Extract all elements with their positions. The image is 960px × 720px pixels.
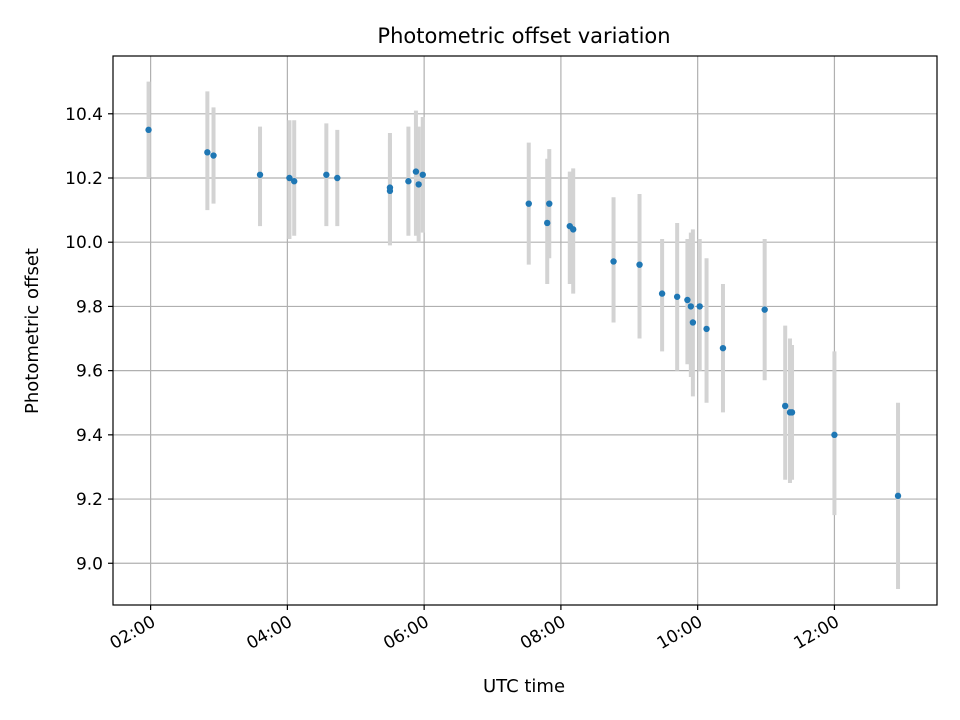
data-point [546,200,553,207]
plot-frame [112,55,938,606]
data-point [415,181,422,188]
y-tick-label: 9.6 [76,362,103,382]
data-point [761,306,768,313]
y-axis-label: Photometric offset [22,248,43,414]
y-tick-label: 10.0 [65,233,103,253]
data-point [544,219,551,227]
data-point [658,290,666,297]
data-points [145,126,902,500]
x-axis-label: UTC time [483,676,565,697]
data-point [831,431,838,439]
data-point [689,319,697,326]
y-tick-label: 9.0 [76,554,103,574]
data-point [610,258,617,265]
data-point [719,344,727,352]
data-point [525,200,532,207]
data-point [788,409,796,416]
data-point [405,178,412,185]
data-point [334,174,341,182]
data-point [696,303,703,310]
data-point [703,325,710,333]
data-point [412,168,420,175]
data-point [145,126,152,134]
y-tick-label: 9.4 [76,426,103,446]
grid-lines [113,56,937,605]
data-point [256,171,264,178]
data-point [687,303,695,310]
data-point [291,178,298,185]
y-tick-label: 10.2 [65,169,103,189]
data-point [210,152,217,159]
y-tick-label: 10.4 [65,105,103,125]
data-point [781,402,789,410]
y-axis-ticks: 9.0 9.2 9.4 9.6 9.8 10.0 10.2 10.4 [65,105,113,574]
data-point [684,296,691,304]
y-tick-label: 9.2 [76,490,103,510]
data-point [894,492,902,500]
data-point [204,149,211,156]
chart-title: Photometric offset variation [377,24,670,48]
data-point [286,174,293,182]
data-point [636,261,643,268]
data-point [570,226,577,233]
y-tick-label: 9.8 [76,297,103,317]
data-point [419,171,426,178]
data-point [386,187,394,195]
data-point [323,171,330,178]
data-point [673,293,681,300]
